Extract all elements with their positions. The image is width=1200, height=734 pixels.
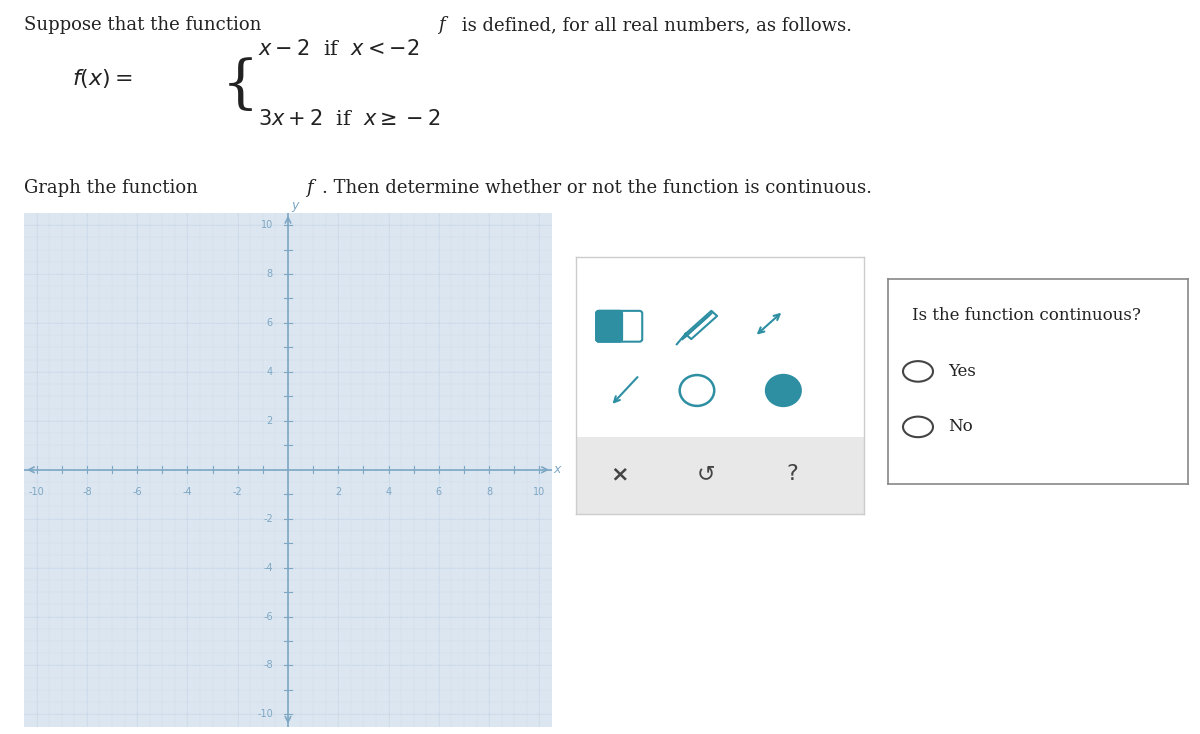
Text: 10: 10	[260, 220, 272, 230]
Text: ↺: ↺	[696, 464, 715, 484]
Text: ?: ?	[786, 464, 798, 484]
Text: -2: -2	[233, 487, 242, 497]
Text: 4: 4	[266, 367, 272, 377]
Text: 6: 6	[436, 487, 442, 497]
Text: 6: 6	[266, 318, 272, 328]
Text: f: f	[438, 16, 445, 34]
Text: -8: -8	[82, 487, 91, 497]
Text: 2: 2	[335, 487, 342, 497]
Text: -2: -2	[263, 514, 272, 523]
Text: 8: 8	[486, 487, 492, 497]
Text: -4: -4	[182, 487, 192, 497]
Text: -6: -6	[263, 611, 272, 622]
Circle shape	[766, 375, 800, 406]
Text: -10: -10	[257, 710, 272, 719]
Text: 4: 4	[385, 487, 391, 497]
Text: ×: ×	[610, 464, 629, 484]
Text: 2: 2	[266, 416, 272, 426]
Text: $x-2$  if  $x<-2$: $x-2$ if $x<-2$	[258, 40, 419, 59]
Text: No: No	[948, 418, 973, 435]
Text: -6: -6	[132, 487, 142, 497]
FancyBboxPatch shape	[564, 247, 876, 524]
FancyBboxPatch shape	[596, 311, 642, 342]
Text: f: f	[306, 179, 313, 197]
Circle shape	[679, 375, 714, 406]
Text: . Then determine whether or not the function is continuous.: . Then determine whether or not the func…	[322, 179, 871, 197]
Text: $f(x) =$: $f(x) =$	[72, 67, 133, 90]
Text: Graph the function: Graph the function	[24, 179, 204, 197]
Text: -4: -4	[263, 563, 272, 573]
Text: is defined, for all real numbers, as follows.: is defined, for all real numbers, as fol…	[456, 16, 852, 34]
Text: {: {	[222, 58, 259, 115]
Text: x: x	[553, 463, 560, 476]
Circle shape	[904, 361, 934, 382]
Text: $3x+2$  if  $x\geq-2$: $3x+2$ if $x\geq-2$	[258, 109, 440, 129]
Text: Yes: Yes	[948, 363, 976, 380]
Bar	[576, 437, 864, 514]
Text: Suppose that the function: Suppose that the function	[24, 16, 268, 34]
Text: y: y	[292, 199, 299, 211]
Circle shape	[904, 417, 934, 437]
Text: -10: -10	[29, 487, 44, 497]
Text: 10: 10	[533, 487, 546, 497]
FancyBboxPatch shape	[596, 311, 622, 342]
Text: -8: -8	[263, 661, 272, 670]
Text: 8: 8	[266, 269, 272, 279]
Text: Is the function continuous?: Is the function continuous?	[912, 308, 1141, 324]
